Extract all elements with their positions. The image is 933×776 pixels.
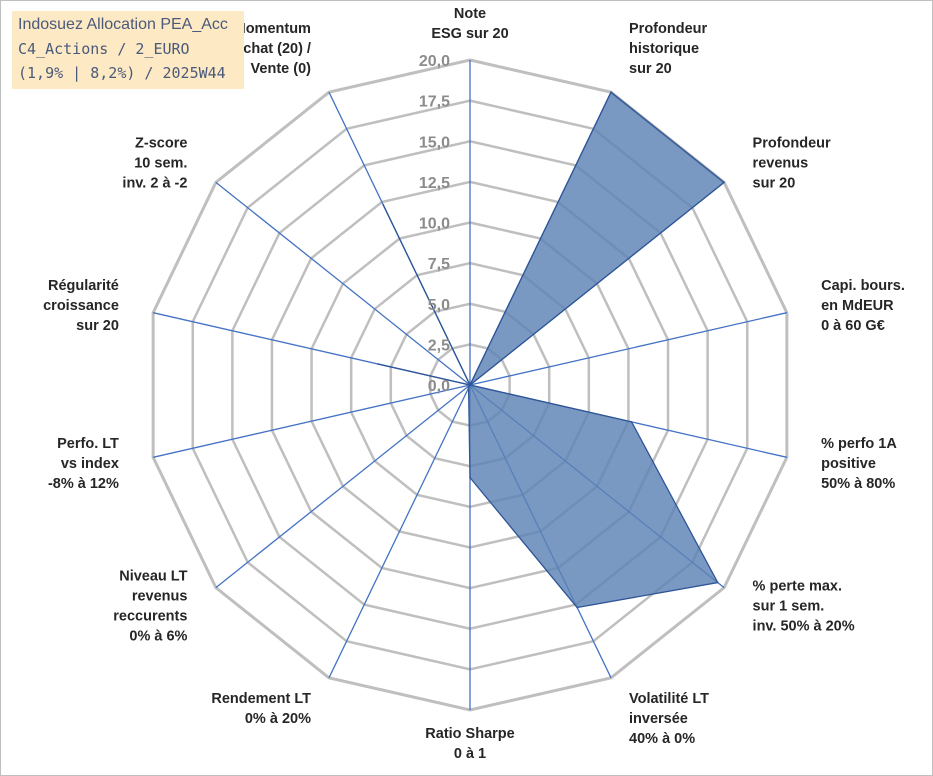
title-line-1: Indosuez Allocation PEA_Acc: [18, 16, 228, 33]
category-label: Ratio Sharpe: [425, 726, 514, 742]
data-point: [469, 384, 471, 386]
category-label: Volatilité LT: [629, 691, 709, 707]
tick-label: 15,0: [419, 134, 450, 151]
tick-label: 12,5: [419, 175, 450, 192]
radar-spoke: [469, 312, 787, 386]
category-label: en MdEUR: [821, 298, 894, 314]
category-label: vs index: [61, 456, 119, 472]
radar-spoke: [215, 384, 471, 589]
data-point: [467, 387, 470, 389]
category-label: historique: [629, 41, 699, 57]
category-label: revenus: [753, 156, 809, 172]
radar-tick-labels: 0,0 2,5 5,0 7,5 10,0 12,5 15,0 17,5 20,0: [419, 53, 450, 395]
category-label: Capi. bours.: [821, 278, 905, 294]
data-point: [576, 606, 578, 609]
category-label: inv. 50% à 20%: [753, 618, 855, 634]
data-point: [630, 421, 633, 423]
radar-spoke: [215, 181, 471, 386]
category-label: Note: [454, 6, 486, 22]
category-label: 10 sem.: [134, 156, 187, 172]
data-point: [377, 363, 379, 365]
category-label: sur 20: [76, 318, 119, 334]
title-line-2: C4_Actions / 2_EURO: [18, 40, 190, 58]
category-label: 40% à 0%: [629, 731, 695, 747]
chart-title-box: Indosuez Allocation PEA_Acc C4_Actions /…: [12, 11, 244, 89]
tick-label: 7,5: [428, 256, 450, 273]
category-label: Profondeur: [753, 136, 831, 152]
tick-label: 0,0: [428, 378, 450, 395]
radar-spoke: [328, 384, 471, 679]
category-label: croissance: [43, 298, 119, 314]
series-area: [377, 91, 725, 609]
title-line-3: (1,9% | 8,2%) / 2025W44: [18, 64, 226, 82]
tick-label: 10,0: [419, 216, 450, 233]
category-label: % perfo 1A: [821, 436, 897, 452]
tick-label: 2,5: [428, 337, 450, 354]
category-label: 0 à 60 G€: [821, 318, 885, 334]
category-label: Achat (20) /: [233, 41, 311, 57]
category-label: Perfo. LT: [57, 436, 119, 452]
category-label: 0% à 6%: [129, 628, 187, 644]
category-label: % perte max.: [753, 578, 842, 594]
category-label: 0 à 1: [454, 746, 486, 762]
category-label: revenus: [132, 588, 188, 604]
category-label: Rendement LT: [211, 691, 311, 707]
tick-label: 20,0: [419, 53, 450, 70]
category-label: inversée: [629, 711, 688, 727]
category-label: Momentum: [234, 21, 311, 37]
category-label: Vente (0): [251, 61, 312, 77]
category-label: inv. 2 à -2: [122, 176, 187, 192]
category-label: Profondeur: [629, 21, 707, 37]
category-label: sur 1 sem.: [753, 598, 825, 614]
category-label: reccurents: [113, 608, 187, 624]
tick-label: 17,5: [419, 94, 450, 111]
category-label: Z-score: [135, 136, 187, 152]
data-point: [469, 476, 471, 479]
category-label: 0% à 20%: [245, 711, 311, 727]
category-label: 50% à 80%: [821, 476, 895, 492]
data-point: [723, 181, 725, 184]
radar-spoke: [153, 384, 471, 458]
category-label: sur 20: [629, 61, 672, 77]
data-point: [716, 581, 719, 584]
tick-label: 5,0: [428, 297, 450, 314]
category-label: -8% à 12%: [48, 476, 119, 492]
category-label: positive: [821, 456, 876, 472]
category-label: ESG sur 20: [431, 26, 508, 42]
radar-category-labels: Note ESG sur 20 Profondeur historique sur 20…: [43, 6, 905, 762]
data-point: [610, 91, 612, 93]
category-label: Niveau LT: [119, 568, 187, 584]
data-point: [382, 204, 385, 206]
radar-series: [377, 91, 725, 609]
category-label: Régularité: [48, 278, 119, 294]
category-label: sur 20: [753, 176, 796, 192]
